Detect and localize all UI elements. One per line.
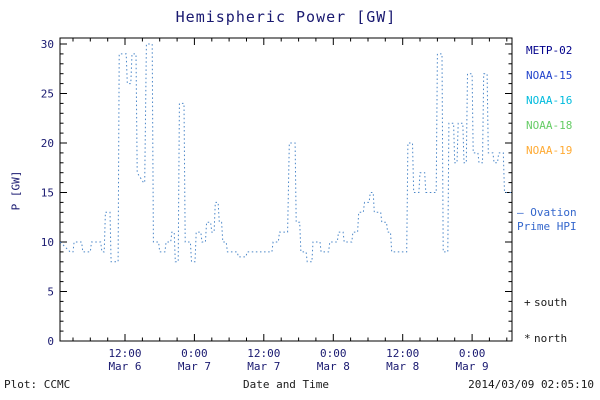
legend-item-noaa-16: NOAA-16 [526, 94, 573, 107]
x-tick-time-label: 0:00 [459, 347, 486, 360]
legend-item-metp-02: METP-02 [526, 44, 573, 57]
y-tick-label: 10 [41, 236, 54, 249]
data-series-hpi [59, 43, 512, 263]
asterisk-marker-icon: * [524, 332, 531, 345]
chart-title: Hemispheric Power [GW] [175, 8, 397, 26]
x-tick-time-label: 0:00 [181, 347, 208, 360]
legend-item-noaa-18: NOAA-18 [526, 119, 573, 132]
x-tick-date-label: Mar 6 [108, 360, 141, 373]
x-tick-date-label: Mar 8 [386, 360, 419, 373]
y-axis-title: P [GW] [9, 170, 23, 211]
y-tick-label: 20 [41, 137, 54, 150]
x-tick-time-label: 0:00 [320, 347, 347, 360]
north-label: north [534, 332, 568, 345]
y-tick-label: 15 [41, 187, 54, 200]
y-tick-label: 25 [41, 88, 54, 101]
x-tick-date-label: Mar 9 [456, 360, 489, 373]
y-tick-label: 5 [47, 286, 54, 299]
x-tick-date-label: Mar 7 [178, 360, 211, 373]
legend-item-noaa-19: NOAA-19 [526, 144, 573, 157]
y-tick-label: 30 [41, 38, 54, 51]
ovation-line2: Prime HPI [517, 220, 577, 233]
x-tick-time-label: 12:00 [108, 347, 141, 360]
plus-marker-icon: + [524, 296, 531, 309]
y-tick-label: 0 [47, 335, 54, 348]
satellite-legend: METP-02 NOAA-15 NOAA-16 NOAA-18 NOAA-19 [526, 38, 572, 163]
timestamp: 2014/03/09 02:05:10 [468, 378, 594, 391]
x-tick-date-label: Mar 7 [247, 360, 280, 373]
north-marker-legend: * north [524, 332, 567, 345]
x-axis-title: Date and Time [242, 378, 330, 391]
south-marker-legend: + south [524, 296, 567, 309]
legend-item-noaa-15: NOAA-15 [526, 69, 573, 82]
plot-frame [59, 37, 513, 342]
ovation-label: – Ovation Prime HPI [517, 206, 577, 234]
ovation-line1: – Ovation [517, 206, 577, 219]
south-label: south [534, 296, 568, 309]
x-tick-date-label: Mar 8 [317, 360, 350, 373]
x-tick-time-label: 12:00 [386, 347, 419, 360]
x-tick-time-label: 12:00 [247, 347, 280, 360]
plot-credit: Plot: CCMC [4, 378, 71, 391]
